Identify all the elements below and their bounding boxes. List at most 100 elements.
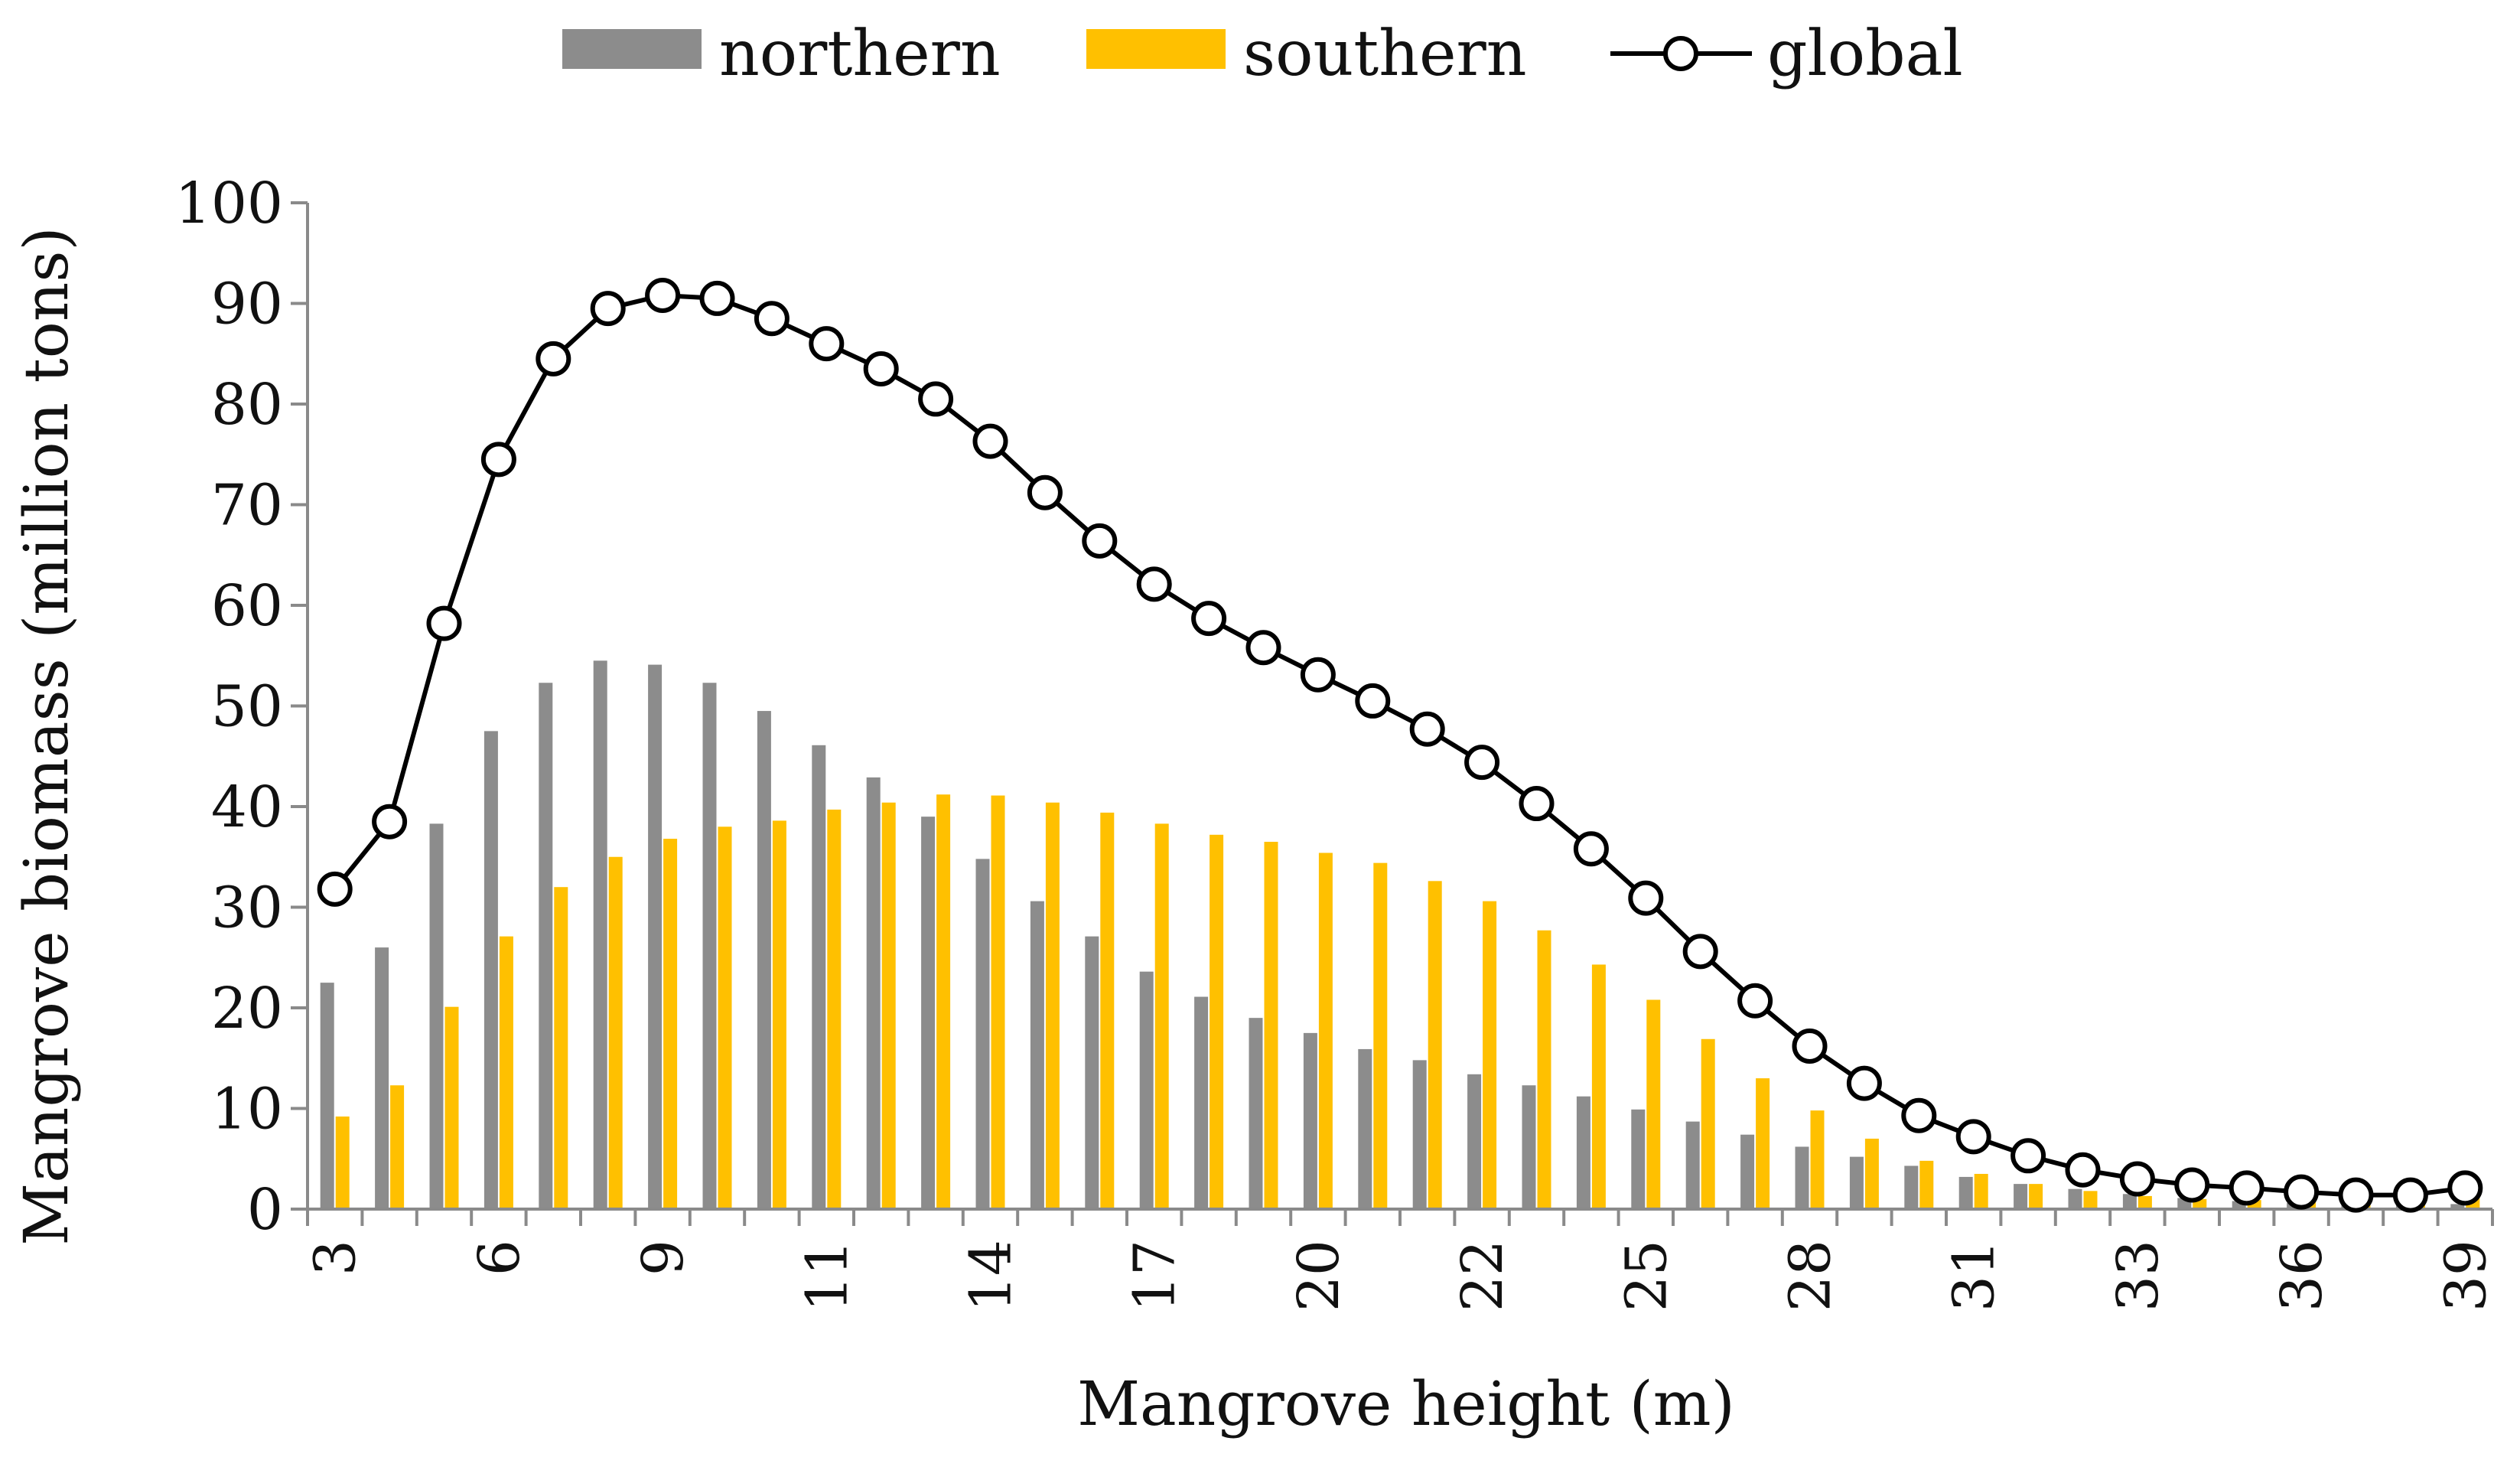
- bar-southern-34: [2029, 1184, 2043, 1209]
- y-tick-label-10: 10: [211, 1077, 283, 1143]
- bar-northern-34: [2014, 1184, 2028, 1209]
- bar-southern-16: [1045, 802, 1060, 1209]
- bar-southern-3: [335, 1117, 350, 1209]
- global-point-37: [2174, 1167, 2210, 1203]
- y-tick-label-70: 70: [211, 473, 283, 539]
- x-tick-label-33: 33: [2105, 1240, 2171, 1312]
- bar-southern-21: [1318, 852, 1333, 1209]
- y-tick-label-60: 60: [211, 573, 283, 639]
- global-point-3: [317, 871, 353, 907]
- bar-northern-35: [2068, 1188, 2082, 1209]
- bar-northern-7: [539, 683, 553, 1209]
- y-tick-label-20: 20: [211, 976, 283, 1042]
- bar-southern-28: [1701, 1038, 1715, 1209]
- bar-southern-5: [444, 1006, 459, 1209]
- global-line: [333, 293, 2466, 1198]
- bar-southern-19: [1210, 834, 1224, 1209]
- global-point-22: [1355, 683, 1391, 719]
- y-tick-label-50: 50: [211, 674, 283, 740]
- global-point-28: [1682, 934, 1718, 970]
- bar-northern-11: [757, 711, 771, 1209]
- bar-southern-32: [1919, 1160, 1934, 1209]
- bar-northern-8: [593, 660, 607, 1209]
- x-tick-label-11: 11: [794, 1240, 860, 1312]
- y-tick-label-30: 30: [211, 875, 283, 941]
- y-tick-label-100: 100: [175, 171, 283, 236]
- x-tick-label-25: 25: [1613, 1240, 1679, 1312]
- bar-northern-32: [1904, 1165, 1919, 1209]
- global-point-12: [809, 326, 845, 362]
- global-point-38: [2229, 1170, 2264, 1206]
- x-axis-title: Mangrove height (m): [1077, 1368, 1735, 1439]
- global-point-36: [2119, 1161, 2155, 1197]
- bar-northern-13: [866, 777, 881, 1209]
- bar-northern-14: [921, 817, 936, 1209]
- global-point-23: [1409, 711, 1445, 747]
- global-line-layer: [317, 277, 2483, 1213]
- bar-southern-14: [936, 794, 951, 1209]
- bar-northern-20: [1249, 1018, 1263, 1209]
- legend: northern southern global: [562, 18, 1963, 90]
- global-point-4: [372, 804, 408, 839]
- global-point-18: [1136, 566, 1172, 602]
- bar-northern-12: [812, 745, 826, 1209]
- global-point-8: [590, 291, 626, 327]
- bar-northern-27: [1631, 1109, 1646, 1209]
- bar-southern-27: [1646, 999, 1661, 1209]
- bar-southern-15: [991, 795, 1005, 1209]
- bar-northern-28: [1685, 1121, 1700, 1209]
- bar-southern-24: [1483, 901, 1497, 1209]
- y-tick-label-90: 90: [211, 272, 283, 337]
- bar-southern-13: [881, 802, 896, 1209]
- x-tick-label-22: 22: [1450, 1240, 1516, 1312]
- x-tick-label-14: 14: [959, 1240, 1024, 1312]
- global-point-5: [426, 605, 462, 641]
- bar-southern-23: [1428, 881, 1442, 1209]
- global-point-32: [1901, 1097, 1937, 1133]
- global-point-6: [480, 442, 516, 478]
- bar-southern-8: [608, 856, 623, 1209]
- bar-southern-12: [827, 809, 842, 1209]
- global-point-9: [645, 277, 681, 313]
- global-point-27: [1628, 880, 1664, 916]
- global-point-29: [1737, 983, 1773, 1019]
- bar-southern-38: [2247, 1200, 2261, 1209]
- bar-northern-23: [1412, 1060, 1427, 1209]
- bar-southern-35: [2083, 1191, 2098, 1209]
- bar-southern-18: [1154, 823, 1169, 1209]
- global-point-31: [1846, 1065, 1882, 1101]
- x-tick-label-31: 31: [1942, 1240, 2007, 1312]
- global-point-34: [2010, 1138, 2046, 1174]
- bar-northern-30: [1795, 1146, 1809, 1209]
- bar-northern-3: [320, 983, 334, 1209]
- bar-southern-9: [663, 839, 678, 1209]
- y-axis-title: Mangrove biomass (million tons): [11, 227, 82, 1245]
- global-point-26: [1573, 831, 1609, 867]
- bar-southern-20: [1264, 842, 1278, 1209]
- bar-northern-26: [1576, 1096, 1590, 1209]
- x-tick-label-28: 28: [1778, 1240, 1844, 1312]
- global-point-24: [1464, 745, 1500, 781]
- bars-layer: [320, 660, 2480, 1209]
- global-point-39: [2284, 1174, 2320, 1210]
- bar-northern-25: [1522, 1085, 1536, 1209]
- global-point-15: [972, 423, 1008, 459]
- legend-swatch-northern: [562, 29, 702, 69]
- legend-label-northern: northern: [719, 18, 1001, 90]
- bar-northern-21: [1303, 1032, 1317, 1209]
- bar-southern-10: [718, 826, 732, 1209]
- bar-northern-4: [375, 947, 389, 1209]
- x-tick-label-6: 6: [467, 1240, 532, 1276]
- global-point-33: [1955, 1119, 1991, 1155]
- bar-southern-31: [1864, 1138, 1879, 1209]
- global-point-41: [2392, 1177, 2428, 1213]
- x-tick-label-39: 39: [2433, 1240, 2499, 1312]
- legend-swatch-southern: [1086, 29, 1226, 69]
- y-tick-label-80: 80: [211, 372, 283, 438]
- bar-southern-33: [1974, 1173, 1988, 1209]
- bar-northern-18: [1139, 971, 1154, 1209]
- legend-marker-global: [1663, 36, 1698, 71]
